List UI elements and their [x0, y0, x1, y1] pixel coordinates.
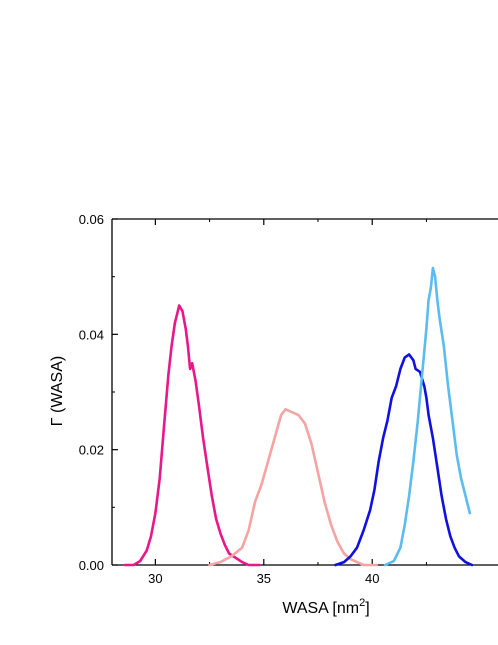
y-tick-label: 0.00 — [79, 558, 104, 573]
plot-frame — [111, 218, 498, 566]
series-line — [208, 408, 378, 567]
series-line — [383, 266, 472, 567]
series-line — [334, 353, 474, 567]
y-tick-label: 0.06 — [79, 212, 104, 227]
x-axis-title-text: WASA [nm — [282, 600, 359, 617]
x-axis-title-close: ] — [365, 600, 369, 617]
y-axis-title: Γ (WASA) — [49, 356, 66, 426]
x-axis-title: WASA [nm2] — [282, 597, 369, 617]
y-axis-ticks: 0.00 0.02 0.04 0.06 — [79, 212, 118, 573]
y-tick-label: 0.04 — [79, 327, 104, 342]
x-axis-title-superscript: 2 — [359, 597, 365, 609]
x-tick-label: 40 — [365, 571, 379, 586]
x-tick-label: 35 — [257, 571, 271, 586]
y-tick-label: 0.02 — [79, 443, 104, 458]
series-line — [123, 304, 261, 567]
x-tick-label: 30 — [148, 571, 162, 586]
series-layer — [123, 266, 474, 567]
x-axis-ticks: 30 35 40 — [148, 219, 427, 586]
